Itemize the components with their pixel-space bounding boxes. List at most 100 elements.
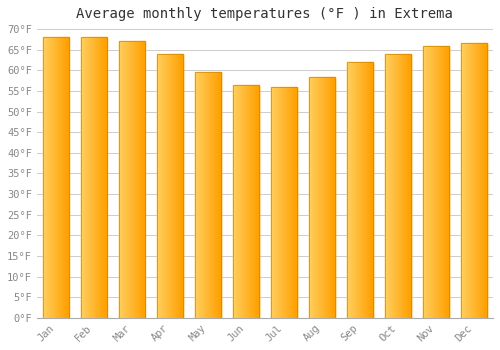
Bar (356, 62, 358, 318)
Bar (95, 37, 96, 318)
Bar (396, 54, 398, 318)
Bar (60, 37, 61, 318)
Bar (284, 87, 286, 318)
Bar (278, 87, 280, 318)
Bar (42, 37, 43, 318)
Bar (172, 54, 173, 318)
Bar (426, 46, 428, 318)
Bar (87, 37, 88, 318)
Bar (141, 41, 142, 318)
Bar (174, 54, 175, 318)
Bar (219, 72, 220, 318)
Bar (466, 43, 468, 318)
Bar (254, 85, 255, 318)
Bar (246, 85, 248, 318)
Bar (474, 43, 476, 318)
Bar (131, 41, 132, 318)
Bar (102, 37, 103, 318)
Bar (207, 72, 208, 318)
Bar (316, 77, 318, 318)
Bar (213, 72, 214, 318)
Bar (98, 37, 99, 318)
Bar (44, 37, 45, 318)
Bar (167, 54, 168, 318)
Bar (444, 46, 446, 318)
Bar (310, 77, 312, 318)
Bar (217, 72, 218, 318)
Bar (354, 62, 356, 318)
Bar (64, 37, 65, 318)
Bar (144, 41, 145, 318)
Bar (101, 37, 102, 318)
Bar (346, 62, 348, 318)
Bar (66, 37, 67, 318)
Bar (88, 37, 89, 318)
Bar (334, 77, 336, 318)
Bar (202, 72, 203, 318)
Bar (209, 72, 210, 318)
Bar (58, 37, 59, 318)
Bar (90, 37, 91, 318)
Bar (175, 54, 176, 318)
Bar (120, 41, 121, 318)
Bar (48, 37, 49, 318)
Bar (438, 46, 440, 318)
Bar (238, 85, 240, 318)
Bar (218, 72, 219, 318)
Bar (205, 72, 206, 318)
Bar (161, 54, 162, 318)
Bar (400, 54, 402, 318)
Bar (85, 37, 86, 318)
Bar (270, 87, 272, 318)
Bar (460, 43, 487, 318)
Bar (170, 54, 171, 318)
Bar (482, 43, 484, 318)
Bar (171, 54, 172, 318)
Bar (280, 87, 281, 318)
Bar (201, 72, 202, 318)
Bar (96, 37, 97, 318)
Bar (68, 37, 69, 318)
Bar (398, 54, 400, 318)
Bar (46, 37, 47, 318)
Bar (81, 37, 82, 318)
Bar (56, 37, 57, 318)
Bar (105, 37, 106, 318)
Bar (156, 54, 183, 318)
Bar (122, 41, 123, 318)
Bar (86, 37, 87, 318)
Bar (257, 85, 258, 318)
Bar (448, 46, 450, 318)
Bar (214, 72, 215, 318)
Bar (322, 77, 324, 318)
Bar (256, 85, 257, 318)
Bar (203, 72, 204, 318)
Bar (250, 85, 251, 318)
Bar (84, 37, 85, 318)
Bar (346, 62, 374, 318)
Bar (288, 87, 290, 318)
Bar (194, 72, 221, 318)
Bar (129, 41, 130, 318)
Bar (118, 41, 145, 318)
Bar (62, 37, 63, 318)
Bar (138, 41, 139, 318)
Bar (57, 37, 58, 318)
Bar (124, 41, 125, 318)
Bar (142, 41, 143, 318)
Bar (106, 37, 107, 318)
Bar (386, 54, 388, 318)
Bar (384, 54, 411, 318)
Bar (270, 87, 297, 318)
Bar (286, 87, 288, 318)
Bar (434, 46, 436, 318)
Bar (206, 72, 207, 318)
Bar (370, 62, 372, 318)
Bar (390, 54, 392, 318)
Bar (368, 62, 370, 318)
Bar (220, 72, 221, 318)
Bar (242, 85, 244, 318)
Bar (130, 41, 131, 318)
Bar (432, 46, 434, 318)
Bar (324, 77, 326, 318)
